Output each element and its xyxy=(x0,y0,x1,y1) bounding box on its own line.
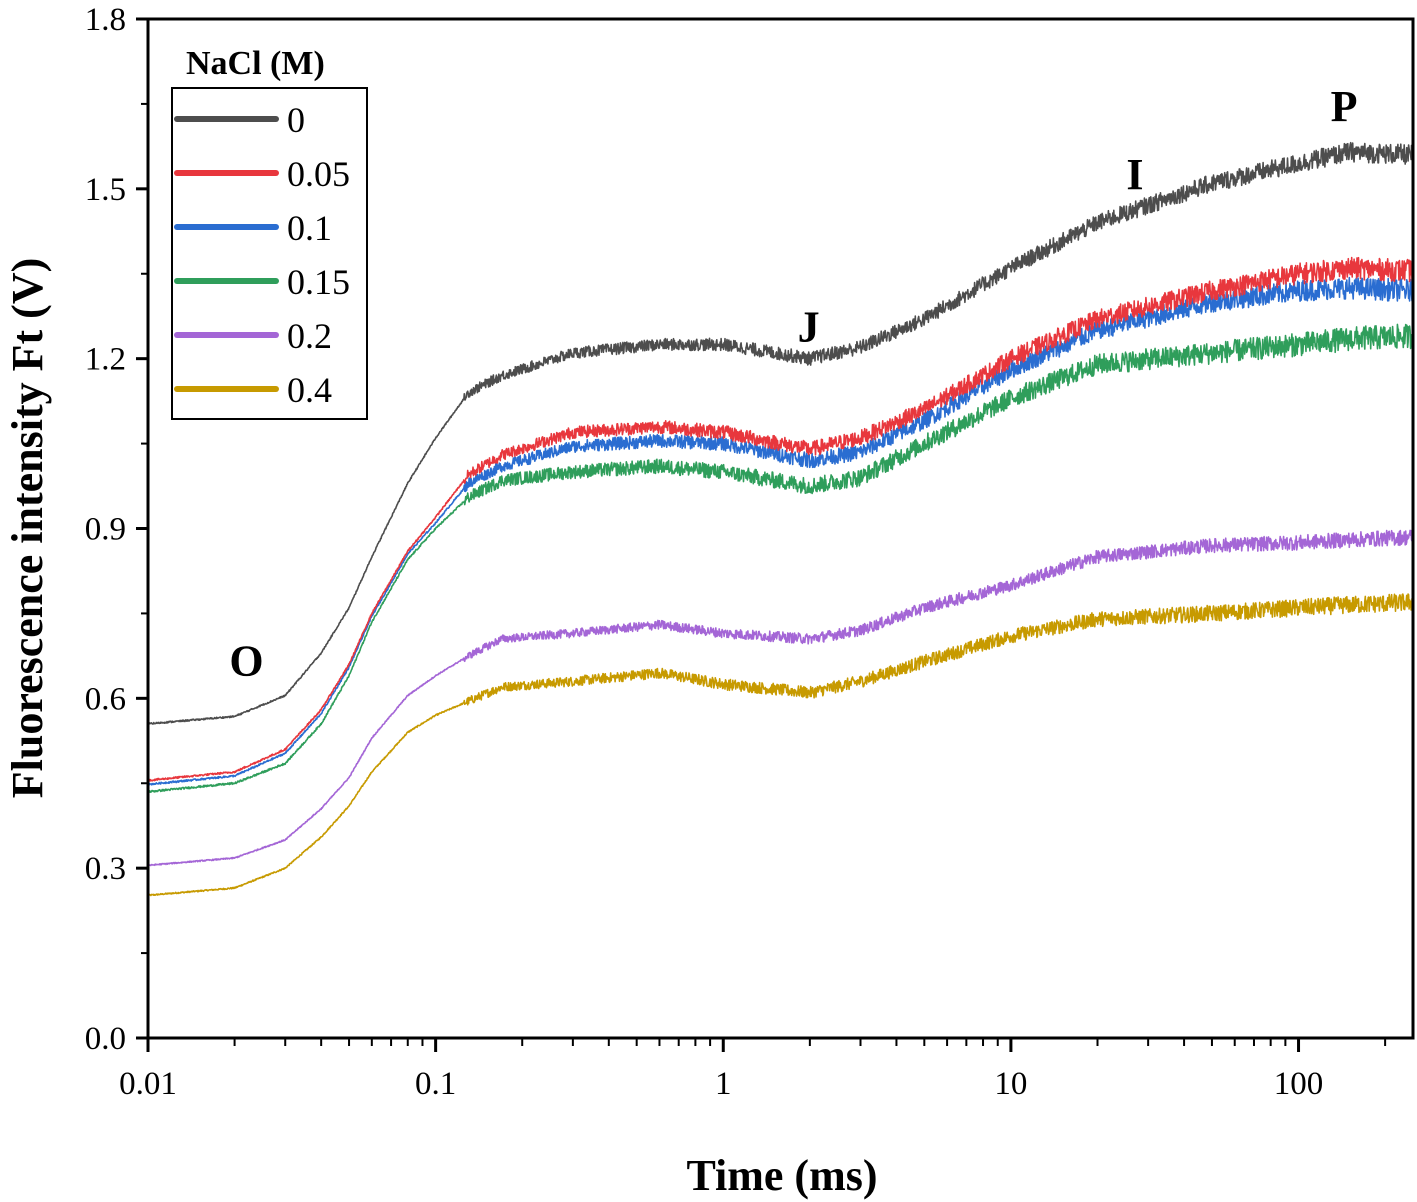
x-tick-label: 100 xyxy=(1274,1066,1324,1102)
annotation-i: I xyxy=(1126,150,1143,199)
x-axis-title: Time (ms) xyxy=(686,1151,877,1200)
series-line-0 xyxy=(147,141,1414,725)
legend-label-0: 0 xyxy=(287,100,305,140)
annotation-o: O xyxy=(229,637,263,686)
annotation-p: P xyxy=(1331,82,1358,131)
x-tick-label: 10 xyxy=(994,1066,1027,1102)
legend-box xyxy=(171,87,368,420)
legend: NaCl (M) 0 0.05 0.1 0.15 0.2 0.4 xyxy=(171,45,368,420)
y-tick-label: 0.9 xyxy=(85,512,126,548)
legend-label-3: 0.15 xyxy=(287,262,350,302)
annotation-j: J xyxy=(798,303,820,352)
x-tick-label: 0.01 xyxy=(119,1066,177,1102)
y-tick-label: 0.0 xyxy=(85,1021,126,1057)
legend-items: 0 0.05 0.1 0.15 0.2 0.4 xyxy=(174,100,350,410)
legend-label-5: 0.4 xyxy=(287,370,332,410)
y-tick-label: 1.8 xyxy=(85,2,126,38)
y-tick-label: 0.3 xyxy=(85,851,126,887)
series-line-1 xyxy=(147,256,1414,782)
series-line-5 xyxy=(147,593,1414,897)
y-axis-title: Fluorescence intensity Ft (V) xyxy=(3,258,52,799)
ticks-layer: 0.0 0.3 0.6 0.9 1.2 1.5 1.8 0.01 0.1 1 10 100 xyxy=(85,2,1387,1102)
y-tick-label: 0.6 xyxy=(85,681,126,717)
annotation-layer: O J I P xyxy=(229,82,1357,686)
series-line-4 xyxy=(147,529,1414,867)
legend-label-2: 0.1 xyxy=(287,208,332,248)
legend-title: NaCl (M) xyxy=(186,45,325,82)
legend-label-1: 0.05 xyxy=(287,154,350,194)
x-tick-label: 1 xyxy=(715,1066,732,1102)
y-tick-label: 1.5 xyxy=(85,172,126,208)
legend-label-4: 0.2 xyxy=(287,316,332,356)
y-tick-label: 1.2 xyxy=(85,342,126,378)
series-line-3 xyxy=(147,323,1414,794)
series-layer xyxy=(147,141,1414,897)
x-tick-label: 0.1 xyxy=(415,1066,456,1102)
